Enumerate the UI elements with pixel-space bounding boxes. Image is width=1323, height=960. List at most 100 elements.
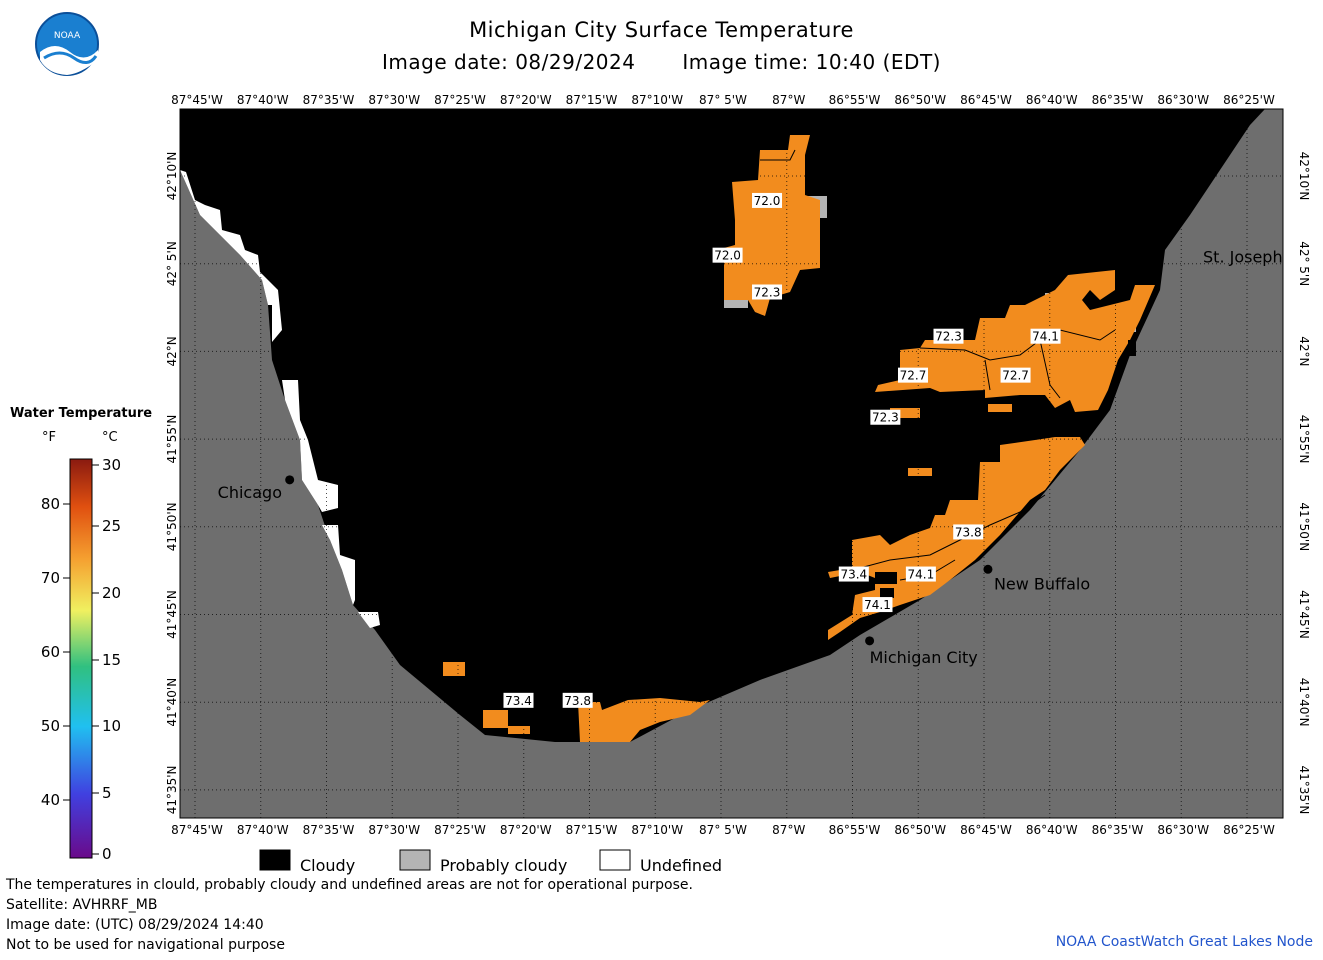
lon-label-bottom: 87° 5'W	[699, 823, 747, 837]
legend-c-tick: 15	[102, 651, 121, 669]
cloud-patches	[875, 340, 1136, 598]
city-label: St. Joseph	[1203, 248, 1283, 267]
lat-label-right: 42°10'N	[1297, 152, 1311, 201]
map-frame	[179, 108, 1284, 819]
city-dot	[865, 636, 875, 646]
temp-label: 74.1	[1032, 330, 1059, 344]
lon-label-top: 87°10'W	[631, 93, 683, 107]
temp-label-box	[862, 597, 893, 613]
temp-label: 72.3	[872, 411, 899, 425]
city-label: Chicago	[218, 483, 282, 502]
footer-utc-date: Image date: (UTC) 08/29/2024 14:40	[6, 917, 264, 933]
lon-label-top: 87°15'W	[566, 93, 618, 107]
legend-undefined-label: Undefined	[640, 856, 723, 875]
lon-label-top: 87°45'W	[171, 93, 223, 107]
lon-label-bottom: 86°40'W	[1026, 823, 1078, 837]
footer-disclaimer: Not to be used for navigational purpose	[6, 937, 285, 953]
temp-label: 72.0	[754, 194, 781, 208]
legend-title: Water Temperature	[10, 406, 153, 421]
lon-label-top: 87°30'W	[368, 93, 420, 107]
lon-label-bottom: 87°40'W	[237, 823, 289, 837]
lon-label-top: 87° 5'W	[699, 93, 747, 107]
temp-label-box	[1000, 367, 1031, 383]
legend-probably-cloudy-swatch	[399, 849, 431, 871]
temp-label: 74.1	[908, 568, 935, 582]
lon-label-bottom: 86°50'W	[894, 823, 946, 837]
credit-text: NOAA CoastWatch Great Lakes Node	[1055, 934, 1313, 950]
city-markers: Chicago St. Joseph New Buffalo Michigan Cit…	[218, 248, 1283, 667]
lon-label-top: 86°40'W	[1026, 93, 1078, 107]
temp-label: 72.7	[900, 369, 927, 383]
temp-label: 72.7	[1002, 369, 1029, 383]
legend-f-tick: 60	[41, 643, 60, 661]
city-label: New Buffalo	[994, 574, 1090, 593]
temp-label-box	[905, 566, 936, 582]
lon-label-top: 87°20'W	[500, 93, 552, 107]
lon-label-top: 87°25'W	[434, 93, 486, 107]
longitude-labels-top: 87°45'W 87°40'W 87°35'W 87°30'W 87°25'W 87°20…	[171, 93, 1275, 107]
lon-label-bottom: 87°30'W	[368, 823, 420, 837]
isotherm-lines	[760, 149, 1116, 581]
lon-label-bottom: 87°10'W	[631, 823, 683, 837]
legend-unit-c: °C	[102, 430, 118, 445]
lon-label-top: 86°50'W	[894, 93, 946, 107]
lon-label-top: 87°40'W	[237, 93, 289, 107]
lon-label-top: 86°45'W	[960, 93, 1012, 107]
noaa-logo-icon: NOAA	[35, 12, 99, 76]
temp-label: 74.1	[864, 598, 891, 612]
temp-label-box	[503, 692, 534, 708]
noaa-logo-text: NOAA	[54, 31, 81, 41]
temp-label: 73.8	[955, 525, 982, 539]
temp-label-box	[752, 192, 783, 208]
temp-label-box	[870, 409, 901, 425]
lat-label-left: 41°55'N	[165, 415, 179, 464]
undefined-areas	[180, 170, 380, 628]
lat-label-left: 42°10'N	[165, 152, 179, 201]
temp-label: 73.4	[840, 568, 867, 582]
footer-satellite: Satellite: AVHRRF_MB	[6, 897, 158, 913]
image-time: Image time: 10:40 (EDT)	[682, 50, 941, 74]
lat-label-left: 41°50'N	[165, 502, 179, 551]
legend-cloudy-swatch	[259, 849, 291, 871]
lon-label-bottom: 87°25'W	[434, 823, 486, 837]
temp-label: 73.8	[564, 694, 591, 708]
lat-label-left: 42° 5'N	[165, 241, 179, 286]
temp-label-box	[897, 367, 928, 383]
temp-label-box	[933, 328, 964, 344]
lon-label-bottom: 86°45'W	[960, 823, 1012, 837]
legend-c-tick: 20	[102, 584, 121, 602]
city-dot	[983, 564, 993, 574]
temp-label: 72.0	[714, 249, 741, 263]
temp-label-box	[752, 284, 783, 300]
latitude-labels-left: 42°10'N 42° 5'N 42°N 41°55'N 41°50'N 41°45'N 4…	[165, 152, 179, 815]
longitude-labels-bottom: 87°45'W 87°40'W 87°35'W 87°30'W 87°25'W 87°20…	[171, 823, 1275, 837]
lon-label-bottom: 87°W	[772, 823, 805, 837]
lon-label-top: 86°25'W	[1223, 93, 1275, 107]
lon-label-top: 87°35'W	[303, 93, 355, 107]
city-label: Michigan City	[870, 648, 978, 667]
lon-label-bottom: 86°30'W	[1157, 823, 1209, 837]
lon-label-bottom: 87°15'W	[566, 823, 618, 837]
temp-label-box	[562, 692, 593, 708]
lat-label-right: 42°N	[1297, 336, 1311, 366]
temp-label-box	[953, 524, 984, 540]
lon-label-top: 86°30'W	[1157, 93, 1209, 107]
temp-label: 72.3	[935, 330, 962, 344]
legend-c-tick: 25	[102, 517, 121, 535]
lat-label-right: 41°50'N	[1297, 502, 1311, 551]
colorbar	[69, 458, 93, 859]
land-mass	[180, 109, 1283, 818]
lat-label-left: 41°35'N	[165, 765, 179, 814]
legend-f-tick: 50	[41, 717, 60, 735]
temp-label: 73.4	[505, 694, 532, 708]
footer-note: The temperatures in clould, probably clo…	[6, 877, 693, 893]
latitude-labels-right: 42°10'N 42° 5'N 42°N 41°55'N 41°50'N 41°45'N 4…	[1297, 152, 1311, 815]
legend-c-tick: 5	[102, 784, 112, 802]
lat-label-right: 41°55'N	[1297, 415, 1311, 464]
lon-label-top: 87°W	[772, 93, 805, 107]
lon-label-bottom: 86°25'W	[1223, 823, 1275, 837]
legend-f-tick: 40	[41, 791, 60, 809]
temp-label-box	[838, 566, 869, 582]
